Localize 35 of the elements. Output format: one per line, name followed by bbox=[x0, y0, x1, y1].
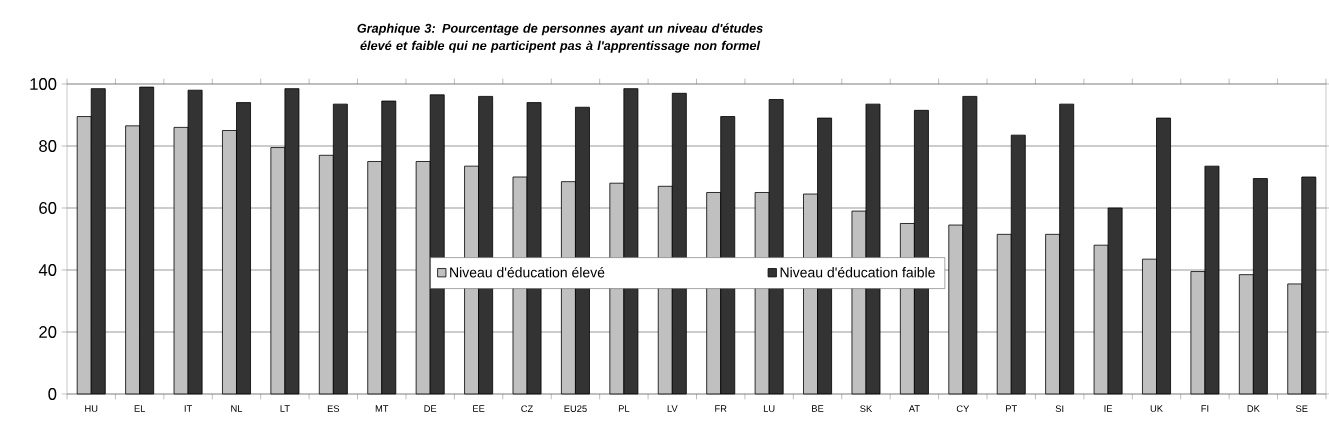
x-tick-label: BE bbox=[812, 405, 824, 412]
y-tick-label: 20 bbox=[39, 326, 57, 338]
x-tick-label: FR bbox=[715, 405, 727, 412]
x-tick-label: CY bbox=[956, 405, 970, 412]
x-tick-label: EL bbox=[134, 405, 146, 412]
x-tick-label: SE bbox=[1295, 405, 1308, 412]
x-tick-label: LU bbox=[763, 405, 775, 412]
x-tick-label: LT bbox=[280, 405, 290, 412]
x-tick-label: IE bbox=[1104, 405, 1113, 412]
y-tick-label: 0 bbox=[48, 388, 57, 400]
x-tick-label: HU bbox=[85, 405, 98, 412]
x-tick-label: UK bbox=[1150, 405, 1163, 412]
x-tick-label: NL bbox=[231, 405, 243, 412]
x-tick-label: DE bbox=[424, 405, 437, 412]
y-tick-label: 40 bbox=[38, 264, 57, 276]
x-tick-label: SK bbox=[860, 405, 873, 412]
y-tick-label: 100 bbox=[30, 78, 57, 90]
x-tick-label: FI bbox=[1201, 405, 1209, 412]
x-tick-label: PL bbox=[618, 405, 630, 412]
x-tick-label: EU25 bbox=[564, 405, 587, 412]
x-tick-label: DK bbox=[1247, 405, 1260, 412]
x-tick-label: PT bbox=[1006, 405, 1017, 412]
x-tick-label: MT bbox=[375, 405, 389, 412]
legend-label: Niveau d'éducation faible bbox=[780, 266, 935, 278]
legend-label: Niveau d'éducation élevé bbox=[450, 266, 605, 278]
y-tick-label: 60 bbox=[39, 202, 57, 214]
x-tick-label: EE bbox=[473, 405, 485, 412]
x-tick-label: ES bbox=[327, 405, 340, 412]
x-tick-label: AT bbox=[908, 405, 920, 412]
x-tick-label: IT bbox=[184, 405, 192, 412]
y-tick-label: 80 bbox=[39, 140, 57, 152]
x-tick-label: CZ bbox=[521, 405, 533, 412]
x-tick-label: SI bbox=[1055, 405, 1064, 412]
chart-title: Graphique 3: Pourcentage de personnes ayant un niveau d'études élevé et faible qui ne participent pas à l'apprentissage non formel bbox=[357, 23, 763, 53]
x-tick-label: LV bbox=[667, 405, 678, 412]
